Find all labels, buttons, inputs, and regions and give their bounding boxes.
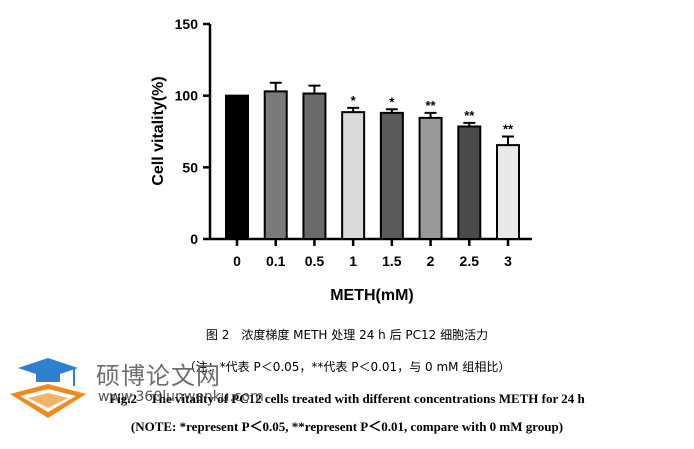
- watermark-url: www.360lunwenku.com: [98, 389, 264, 405]
- significance-label: *: [351, 93, 357, 108]
- bar: [457, 125, 482, 240]
- significance-label: **: [464, 108, 475, 123]
- figure-caption-en: Fig.2 The vitality of PC12 cells treated…: [109, 391, 585, 406]
- x-tick-label: 2.5: [460, 253, 480, 269]
- y-tick-label: 0: [190, 231, 198, 247]
- x-tick-label: 0.5: [305, 253, 325, 269]
- bar: [418, 116, 443, 240]
- bar: [263, 90, 288, 240]
- axes: 0 50 100 150 0 0.1 0.5 1 1.5 2 2.5 3: [175, 16, 532, 269]
- bar: [379, 111, 404, 240]
- significance-label: **: [503, 122, 514, 137]
- figure-note-en: (NOTE: *represent P＜0.05, **represent P＜…: [130, 419, 564, 434]
- bar: [225, 94, 249, 240]
- figure-caption-cn: 图 2 浓度梯度 METH 处理 24 h 后 PC12 细胞活力: [205, 328, 489, 342]
- x-tick-label: 3: [504, 253, 512, 269]
- watermark-name: 硕博论文网: [96, 362, 221, 390]
- significance-label: **: [426, 98, 437, 113]
- significance-label: *: [389, 94, 395, 109]
- x-tick-label: 0: [233, 253, 241, 269]
- bar: [341, 111, 366, 240]
- x-tick-label: 1: [349, 253, 357, 269]
- x-tick-label: 1.5: [382, 253, 402, 269]
- x-tick-label: 2: [427, 253, 435, 269]
- y-tick-label: 100: [175, 88, 199, 104]
- x-axis-label: METH(mM): [330, 287, 414, 304]
- bar: [302, 92, 327, 241]
- bars: * * ******: [225, 81, 520, 241]
- y-tick-label: 150: [175, 16, 199, 32]
- y-axis-label: Cell vitality(%): [150, 76, 167, 185]
- y-tick-label: 50: [182, 159, 198, 175]
- x-tick-label: 0.1: [266, 253, 286, 269]
- watermark-logo-icon: [10, 358, 86, 418]
- watermark: 硕博论文网 www.360lunwenku.com: [8, 356, 264, 426]
- figure-note-cn: （注：*代表 P＜0.05，**代表 P＜0.01，与 0 mM 组相比）: [183, 360, 511, 374]
- bar: [496, 144, 520, 240]
